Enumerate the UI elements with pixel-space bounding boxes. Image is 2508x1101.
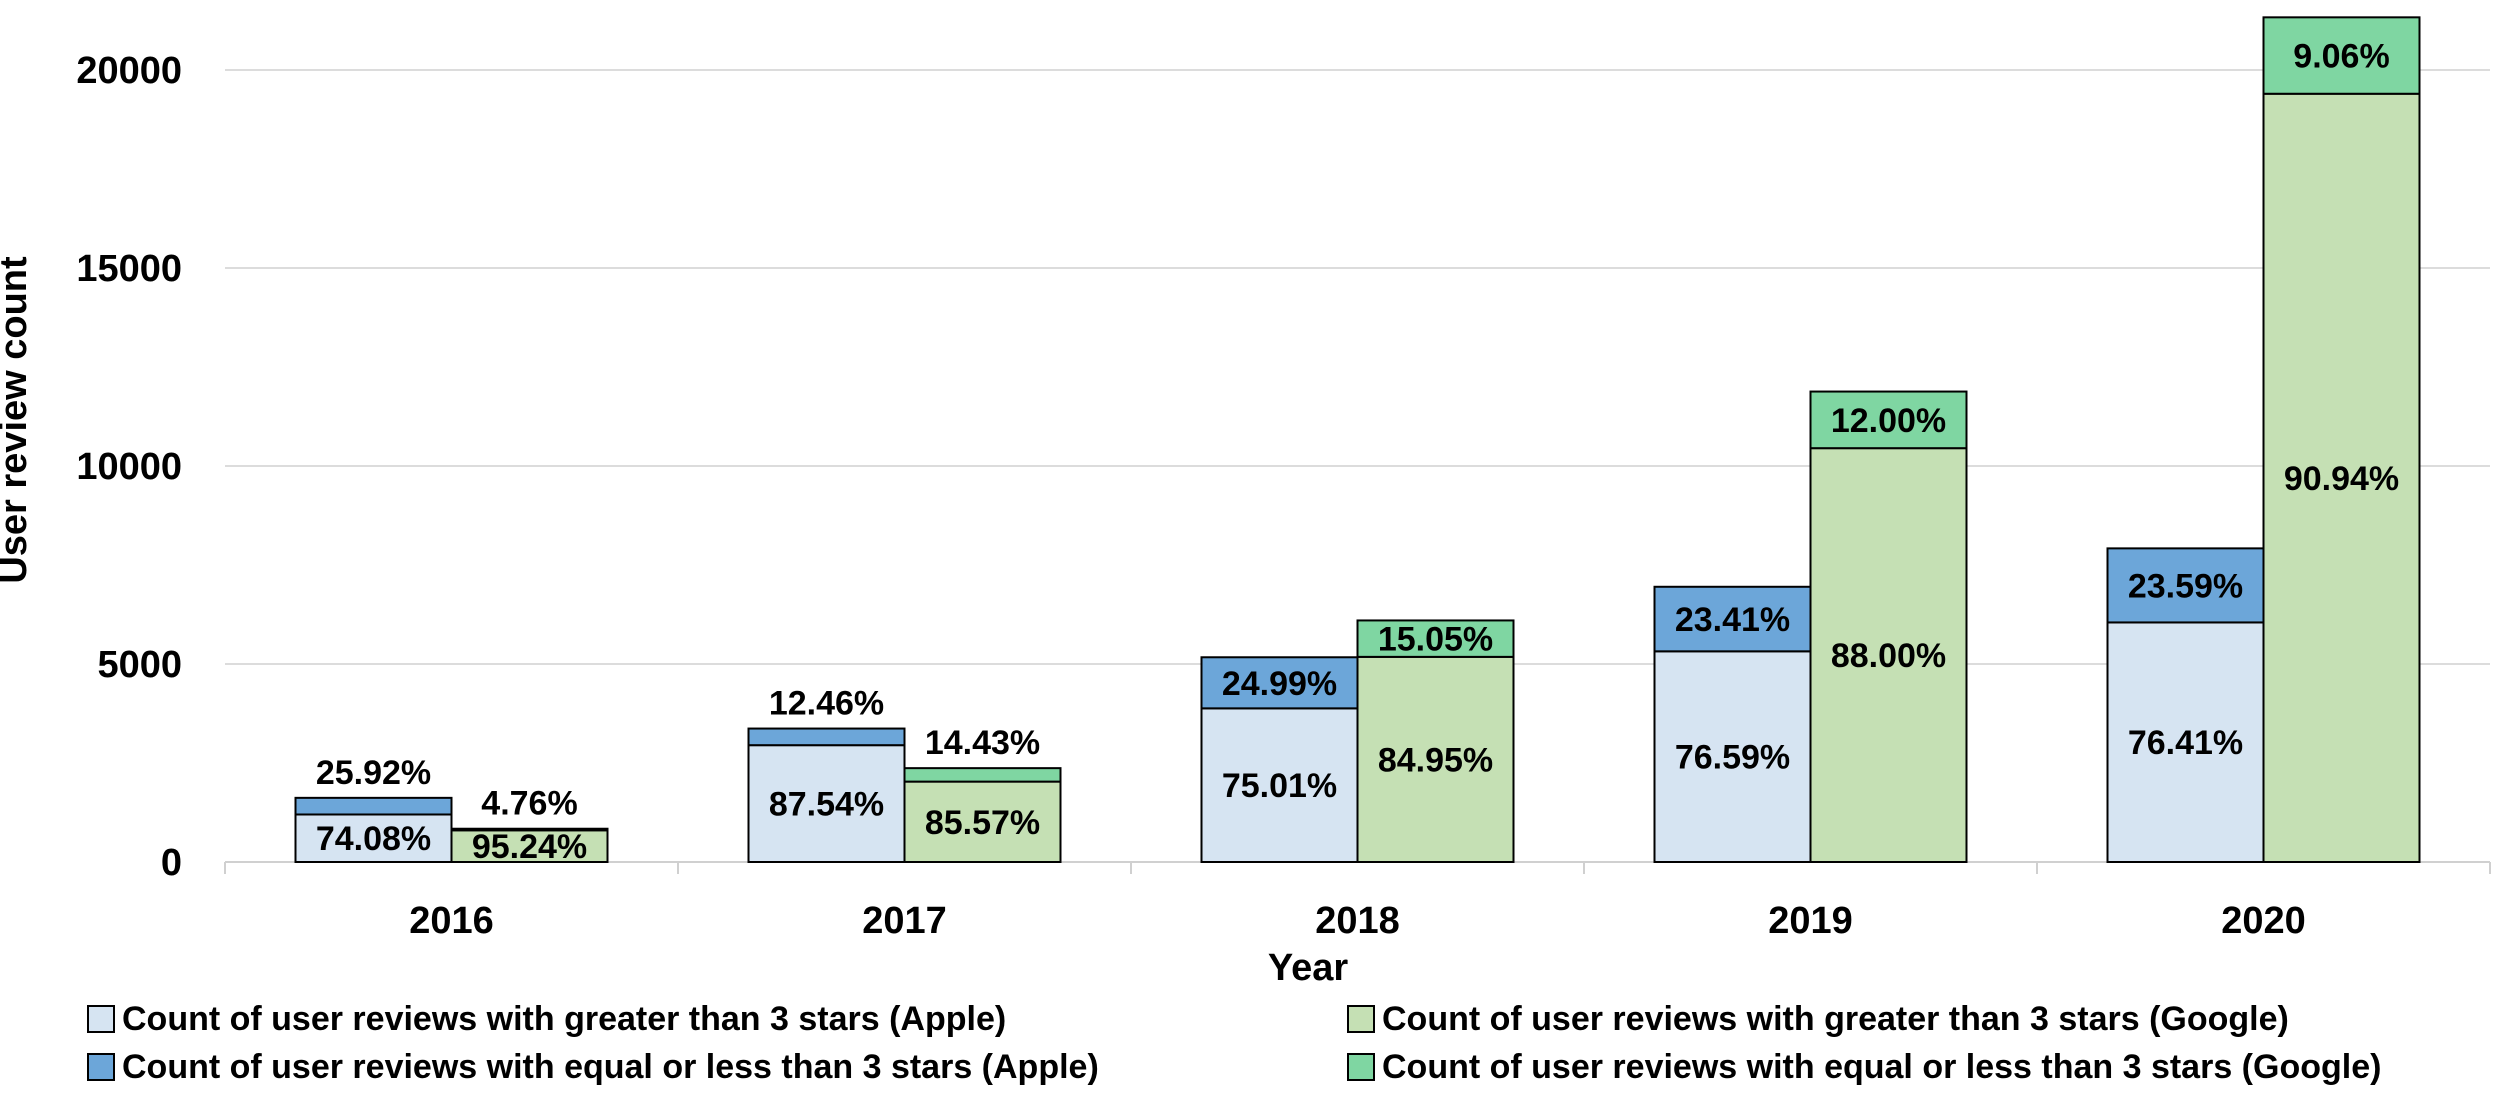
bar-google-high-2018 [1356,655,1515,864]
legend-swatch [87,1053,115,1081]
legend-entry: Count of user reviews with greater than … [1382,1000,2289,1038]
x-tick-label: 2017 [862,900,947,942]
y-axis-title: User review count [0,256,35,584]
data-label: 75.01% [1222,767,1337,805]
data-label: 15.05% [1378,621,1493,659]
data-label: 23.59% [2128,567,2243,605]
data-label: 14.43% [925,724,1040,762]
bar-google-high-2019 [1809,447,1968,863]
bar-google-low-2020 [2262,16,2421,95]
data-label: 4.76% [481,785,577,823]
bars [294,16,2421,864]
y-tick-label: 10000 [76,446,182,488]
tick-labels: 0 5000 10000 15000 20000 2016 2017 2018 2019 2020 [76,50,2305,942]
bar-google-low-2017 [903,767,1062,783]
data-label: 12.46% [769,685,884,723]
data-label: 90.94% [2284,460,2399,498]
legend: Count of user reviews with greater than … [87,1000,2381,1086]
data-label: 85.57% [925,804,1040,842]
data-label: 12.00% [1831,402,1946,440]
x-tick-label: 2020 [2221,900,2306,942]
bar-google-high-2016 [450,829,609,864]
data-label: 25.92% [316,754,431,792]
segment-labels: 74.08% 25.92% 95.24% 4.76% 87.54% 12.46% 85.57… [316,38,2399,867]
data-label: 95.24% [472,828,587,866]
bar-apple-low-2017 [747,727,906,747]
y-tick-label: 0 [161,842,182,884]
bar-google-high-2020 [2262,92,2421,863]
bar-google-high-2017 [903,780,1062,863]
data-label: 84.95% [1378,741,1493,779]
legend-entry: Count of user reviews with equal or less… [122,1048,1099,1086]
data-label: 9.06% [2293,38,2389,76]
data-label: 74.08% [316,820,431,858]
bar-apple-high-2019 [1653,650,1812,863]
legend-entry: Count of user reviews with greater than … [122,1000,1006,1038]
legend-entry: Count of user reviews with equal or less… [1382,1048,2381,1086]
bar-apple-low-2016 [294,796,453,816]
x-tick-label: 2018 [1315,900,1400,942]
legend-swatch [87,1005,115,1033]
bar-apple-high-2016 [294,813,453,863]
bar-google-low-2018 [1356,619,1515,658]
bar-google-low-2016 [450,827,609,832]
x-axis-title: Year [1268,947,1349,989]
y-tick-label: 20000 [76,50,182,92]
x-tick-label: 2019 [1768,900,1853,942]
bar-apple-low-2019 [1653,585,1812,653]
bar-apple-high-2017 [747,744,906,863]
data-label: 23.41% [1675,601,1790,639]
data-label: 76.41% [2128,724,2243,762]
data-label: 87.54% [769,786,884,824]
y-tick-label: 15000 [76,248,182,290]
data-label: 88.00% [1831,637,1946,675]
x-tick-label: 2016 [409,900,494,942]
bar-google-low-2019 [1809,390,1968,450]
data-label: 76.59% [1675,739,1790,777]
legend-swatch [1347,1053,1375,1081]
legend-swatch [1347,1005,1375,1033]
data-label: 24.99% [1222,665,1337,703]
y-tick-label: 5000 [97,644,182,686]
